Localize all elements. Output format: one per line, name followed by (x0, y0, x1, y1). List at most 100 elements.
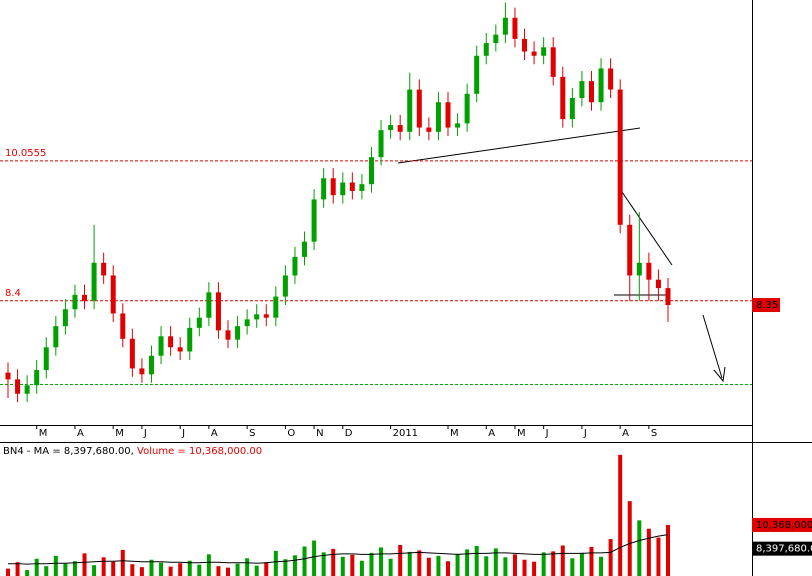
volume-bar (474, 545, 479, 576)
volume-bar (283, 559, 288, 576)
candle-body (483, 43, 489, 56)
candle-body (177, 347, 183, 352)
volume-bar (446, 561, 450, 576)
volume-bar (292, 555, 297, 576)
x-tick-label: J (181, 428, 185, 439)
x-tick-label: N (316, 428, 323, 439)
x-tick-label: M (115, 428, 124, 439)
candle-body (292, 256, 298, 276)
x-tick-label: A (211, 428, 218, 439)
volume-bar (6, 568, 10, 576)
candle-body (627, 224, 633, 276)
candle-body (340, 182, 346, 196)
candle-body (522, 38, 528, 52)
candle-body (129, 338, 135, 369)
volume-bar (532, 561, 537, 576)
volume-bar (82, 553, 87, 576)
ma-legend: BN4 - MA = 8,397,680.00, (3, 446, 134, 457)
volume-bar (120, 549, 125, 576)
candle-body (321, 178, 327, 200)
candle-body (263, 314, 269, 318)
candle-body (588, 81, 594, 103)
volume-badge (752, 517, 812, 532)
x-tick-label: 2011 (393, 428, 418, 439)
volume-bar (178, 563, 183, 576)
candle-body (617, 89, 623, 225)
volume-bar (579, 552, 584, 576)
candle-body (579, 81, 585, 99)
volume-legend: BN4 - MA = 8,397,680.00, Volume = 10,368… (3, 446, 262, 457)
volume-bar (618, 454, 623, 576)
volume-bar (63, 563, 68, 576)
candle-body (120, 313, 126, 339)
volume-bar (589, 546, 594, 576)
candle-body (330, 178, 336, 196)
volume-bar (379, 547, 384, 576)
volume-bar (273, 550, 278, 576)
volume-bar (321, 552, 326, 576)
volume-bar (34, 558, 39, 576)
candle-body (378, 130, 384, 158)
volume-bar (455, 553, 460, 576)
volume-bar (340, 556, 345, 576)
x-tick-label: J (143, 428, 147, 439)
volume-bar (503, 557, 508, 576)
x-tick-label: S (249, 428, 255, 439)
candle-body (598, 68, 604, 103)
candle-body (569, 98, 575, 120)
volume-bar (627, 501, 632, 576)
volume-bar (570, 558, 575, 576)
volume-bar (512, 554, 517, 576)
x-tick-label: S (651, 428, 657, 439)
candle-body (464, 93, 470, 124)
candle-body (158, 336, 164, 356)
candle-body (82, 294, 88, 301)
candle-body (206, 292, 212, 318)
candle-body (91, 262, 97, 301)
candle-body (474, 55, 480, 94)
volume-bar (388, 558, 393, 576)
volume-bar (359, 560, 364, 576)
candle-body (560, 76, 566, 120)
volume-bar (92, 565, 97, 576)
volume-bar (197, 564, 202, 576)
candle-body (311, 199, 317, 242)
candle-body (139, 368, 145, 375)
volume-bar (72, 561, 77, 576)
volume-bar (111, 561, 116, 576)
volume-bar (551, 551, 556, 576)
volume-bar (417, 550, 422, 576)
candle-body (225, 330, 231, 340)
candle-body (512, 17, 518, 39)
x-tick-label: M (450, 428, 459, 439)
candle-body (148, 355, 154, 375)
volume-bar (398, 544, 403, 576)
volume-bar (53, 555, 58, 576)
volume-bar (312, 540, 317, 576)
candle-body (15, 379, 21, 394)
volume-ma-line (8, 534, 669, 565)
volume-bar (206, 554, 211, 576)
candle-body (72, 294, 78, 310)
volume-bar (436, 555, 441, 576)
candle-body (5, 372, 11, 380)
x-tick-label: A (622, 428, 629, 439)
candle-body (455, 123, 461, 128)
candle-body (531, 51, 537, 56)
candle-body (407, 89, 413, 132)
arrow-head (713, 366, 726, 383)
volume-bar (264, 562, 269, 576)
volume-legend-text: Volume = 10,368,000.00 (137, 446, 262, 457)
arrow-shaft (702, 314, 723, 379)
x-tick-label: A (488, 428, 495, 439)
volume-bar (666, 524, 670, 576)
candle-body (101, 262, 107, 276)
volume-bar (350, 554, 355, 576)
candle-body (655, 279, 661, 289)
x-tick-label: J (545, 428, 549, 439)
candle-body (187, 327, 193, 352)
candle-body (235, 326, 241, 340)
